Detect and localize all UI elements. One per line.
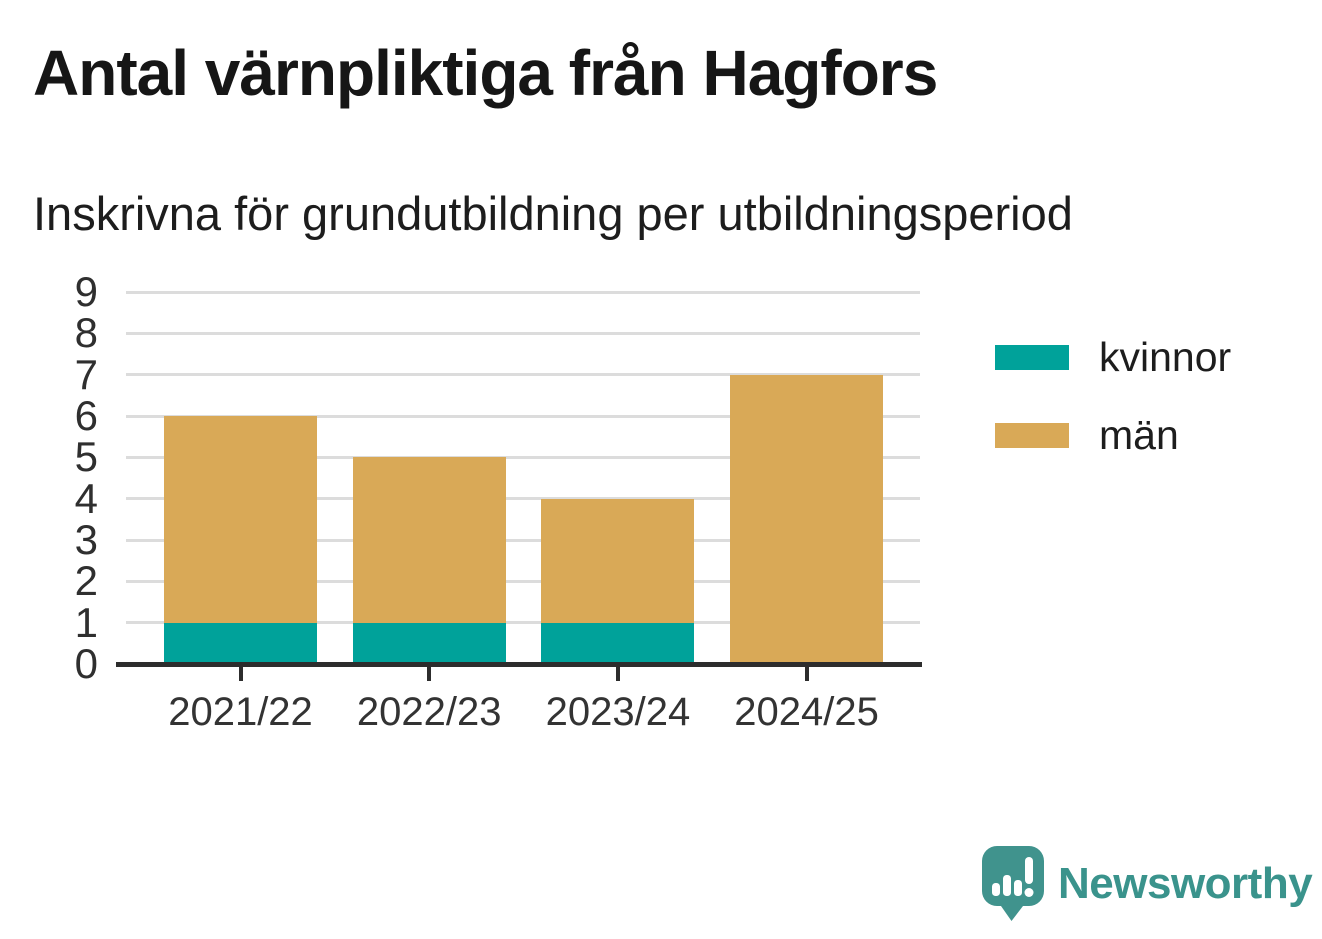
legend-label: män: [1099, 412, 1179, 458]
x-axis-category-label: 2023/24: [545, 690, 691, 734]
newsworthy-logo: Newsworthy: [981, 845, 1313, 923]
newsworthy-bubble-chart-icon: [982, 846, 1044, 921]
x-axis-category-label: 2024/25: [734, 690, 879, 734]
bar-segment-män: [541, 498, 695, 623]
x-axis-tick: [238, 667, 243, 681]
x-axis-category-label: 2021/22: [168, 690, 313, 734]
bar-segment-kvinnor: [541, 622, 695, 664]
chart-subtitle: Inskrivna för grundutbildning per utbild…: [33, 187, 1073, 240]
gridline: [126, 414, 920, 418]
legend-item-kvinnor: kvinnor: [995, 334, 1231, 381]
gridline: [126, 373, 920, 377]
newsworthy-logo-text: Newsworthy: [1058, 859, 1313, 908]
x-axis-category-label: 2022/23: [356, 690, 502, 734]
y-axis-tick-label: 3: [74, 516, 98, 563]
gridline: [126, 290, 920, 294]
bar-2024/25: [730, 374, 884, 664]
x-axis-tick: [615, 667, 620, 681]
bar-2021/22: [164, 416, 317, 664]
gridline: [126, 538, 920, 542]
x-axis-tick: [804, 667, 809, 681]
legend-swatch: [995, 423, 1069, 448]
y-axis-tick-label: 5: [74, 433, 98, 481]
y-axis-tick-label: 8: [74, 309, 98, 357]
bar-segment-kvinnor: [164, 622, 317, 664]
gridline: [126, 497, 920, 501]
x-axis-tick: [427, 667, 432, 681]
legend: kvinnor män: [995, 334, 1231, 490]
gridline: [126, 579, 920, 583]
bar-segment-kvinnor: [352, 622, 506, 664]
gridline: [126, 621, 920, 625]
bar-segment-män: [352, 457, 506, 623]
gridline: [126, 455, 920, 459]
chart-title: Antal värnpliktiga från Hagfors: [33, 37, 938, 109]
x-axis-line: [116, 662, 922, 667]
y-axis-tick-label: 7: [74, 350, 98, 398]
plot-area: [126, 290, 920, 664]
y-axis-tick-label: 4: [74, 474, 98, 522]
legend-item-män: män: [995, 412, 1231, 459]
bar-segment-män: [164, 416, 317, 623]
y-axis-tick-label: 0: [74, 640, 98, 687]
bar-segment-män: [730, 374, 884, 664]
legend-swatch: [995, 345, 1069, 370]
bar-2023/24: [541, 498, 695, 664]
y-axis-tick-label: 9: [74, 268, 98, 315]
gridline: [126, 331, 920, 335]
legend-label: kvinnor: [1099, 334, 1232, 380]
y-axis-tick-label: 6: [74, 392, 98, 439]
y-axis-tick-label: 1: [74, 598, 98, 646]
bar-2022/23: [352, 457, 506, 664]
y-axis-tick-label: 2: [74, 557, 98, 605]
